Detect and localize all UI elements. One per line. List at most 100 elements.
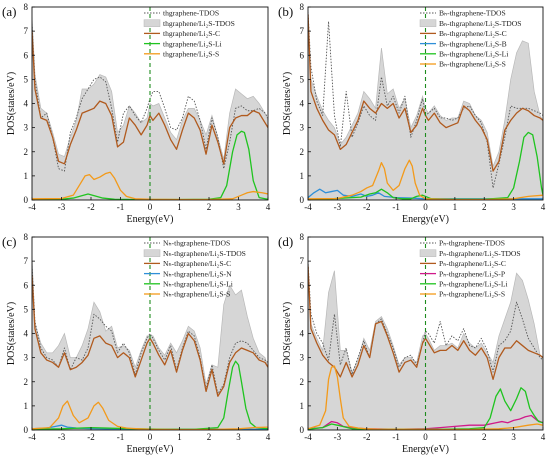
y-tick-label: 4 (24, 329, 29, 339)
x-tick-label: -1 (117, 432, 125, 442)
x-tick-label: 4 (541, 432, 546, 442)
y-tick-label: 7 (24, 256, 29, 266)
legend-entry: Pₕ-thgraphene/Li₂S-Li (439, 280, 508, 289)
y-tick-label: 6 (300, 280, 305, 290)
series-line-5 (308, 159, 543, 200)
x-tick-label: 2 (207, 432, 212, 442)
legend: thgraphene-TDOSthgraphene/Li₂S-TDOSthgra… (143, 9, 235, 59)
legend-entry: Bₕ-thgraphene/Li₂S-TDOS (439, 19, 522, 28)
x-tick-label: 1 (177, 202, 182, 212)
legend-swatch-fill (419, 19, 437, 27)
y-axis-title: DOS(states/eV) (6, 72, 17, 135)
x-tick-label: -3 (334, 202, 342, 212)
legend: Pₕ-thgraphene-TDOSPₕ-thgraphene/Li₂S-TDO… (419, 239, 521, 299)
y-tick-label: 7 (300, 26, 305, 36)
panel-c: -4 -3 -2 -1 0 1 2 3 4 0 1 2 3 4 5 6 7 8 Energy(eV) DOS(stat… (2, 232, 271, 455)
y-tick-label: 5 (300, 74, 305, 84)
panel-b: -4 -3 -2 -1 0 1 2 3 4 0 1 2 3 4 5 6 7 8 Energy(eV) DOS(stat… (278, 2, 546, 225)
y-tick-label: 1 (300, 401, 305, 411)
legend-entry: Pₕ-thgraphene/Li₂S-P (439, 269, 505, 278)
panel-label: (b) (278, 4, 293, 19)
panel-d: -4 -3 -2 -1 0 1 2 3 4 0 1 2 3 4 5 6 7 8 Energy(eV) DOS(stat… (278, 232, 546, 455)
x-tick-label: -2 (363, 432, 371, 442)
y-tick-label: 8 (300, 232, 305, 242)
y-tick-label: 0 (300, 195, 305, 205)
legend-entry: Bₕ-thgraphene/Li₂S-Li (439, 50, 508, 59)
x-tick-label: -3 (58, 202, 66, 212)
x-tick-label: 4 (541, 202, 546, 212)
x-tick-label: 2 (482, 432, 487, 442)
legend-entry: Pₕ-thgraphene/Li₂S-S (439, 290, 505, 299)
panel-a: -4 -3 -2 -1 0 1 2 3 4 0 1 2 3 4 5 6 7 8 Energy(eV) DOS(stat… (2, 2, 271, 225)
x-tick-label: 2 (482, 202, 487, 212)
x-tick-label: -1 (392, 432, 400, 442)
legend-swatch-fill (419, 249, 437, 257)
y-tick-label: 4 (300, 329, 305, 339)
legend-entry: Nₕ-thgraphene-TDOS (163, 239, 230, 248)
legend-entry: Bₕ-thgraphene/Li₂S-S (439, 60, 506, 69)
series-line-0 (32, 265, 268, 395)
x-tick-label: -2 (87, 432, 95, 442)
legend-swatch-fill (143, 249, 161, 257)
legend-entry: Pₕ-thgraphene/Li₂S-C (439, 259, 506, 268)
legend-entry: Nₕ-thgraphene/Li₂S-S (163, 290, 230, 299)
x-tick-label: -3 (58, 432, 66, 442)
x-tick-label: 0 (423, 432, 428, 442)
y-tick-label: 1 (24, 401, 29, 411)
x-tick-label: 3 (511, 432, 516, 442)
y-tick-label: 0 (300, 425, 305, 435)
x-tick-label: 2 (207, 202, 212, 212)
legend-entry: Bₕ-thgraphene/Li₂S-B (439, 39, 507, 48)
y-tick-label: 8 (24, 2, 29, 12)
legend-entry: Nₕ-thgraphene/Li₂S-C (163, 259, 231, 268)
x-axis-title: Energy(eV) (126, 444, 173, 455)
y-tick-label: 7 (300, 256, 305, 266)
y-tick-label: 2 (24, 147, 29, 157)
x-axis-title: Energy(eV) (402, 444, 449, 455)
x-tick-label: -2 (363, 202, 371, 212)
y-tick-label: 8 (24, 232, 29, 242)
y-tick-label: 4 (300, 99, 305, 109)
x-tick-label: -4 (304, 432, 312, 442)
x-tick-label: 4 (266, 202, 271, 212)
y-tick-label: 1 (24, 171, 29, 181)
y-tick-label: 5 (300, 304, 305, 314)
legend-entry: Bₕ-thgraphene/Li₂S-C (439, 29, 507, 38)
x-tick-label: 3 (236, 202, 241, 212)
series-tdos-li2s-fill (308, 11, 543, 200)
x-tick-label: -2 (87, 202, 95, 212)
series-line-3 (308, 414, 543, 430)
series-line-4 (308, 387, 543, 430)
series-line-4 (32, 171, 268, 200)
y-tick-label: 5 (24, 74, 29, 84)
x-tick-label: 1 (177, 432, 182, 442)
y-tick-label: 7 (24, 26, 29, 36)
legend-entry: thgraphene/Li₂S-C (163, 29, 220, 38)
x-tick-label: -1 (392, 202, 400, 212)
legend: Nₕ-thgraphene-TDOSNₕ-thgraphene/Li₂S-TDO… (143, 239, 246, 299)
y-tick-label: 2 (300, 147, 305, 157)
x-tick-label: -3 (334, 432, 342, 442)
legend: Bₕ-thgraphene-TDOSBₕ-thgraphene/Li₂S-TDO… (419, 9, 522, 69)
x-tick-label: 1 (453, 432, 458, 442)
y-tick-label: 6 (24, 50, 29, 60)
x-tick-label: 4 (266, 432, 271, 442)
y-tick-label: 2 (300, 377, 305, 387)
x-tick-label: 0 (423, 202, 428, 212)
x-tick-label: -1 (117, 202, 125, 212)
legend-entry: Nₕ-thgraphene/Li₂S-N (163, 269, 232, 278)
y-tick-label: 1 (300, 171, 305, 181)
y-tick-label: 3 (24, 123, 29, 133)
legend-entry: thgraphene/Li₂S-TDOS (163, 19, 235, 28)
legend-swatch-fill (143, 19, 161, 27)
legend-entry: Nₕ-thgraphene/Li₂S-TDOS (163, 249, 246, 258)
x-tick-label: 3 (236, 432, 241, 442)
series-line-5 (308, 365, 543, 430)
x-tick-label: -4 (28, 432, 36, 442)
y-tick-label: 8 (300, 2, 305, 12)
series-line-5 (32, 400, 268, 430)
x-tick-label: 0 (148, 202, 153, 212)
x-tick-label: 3 (511, 202, 516, 212)
y-tick-label: 3 (300, 123, 305, 133)
